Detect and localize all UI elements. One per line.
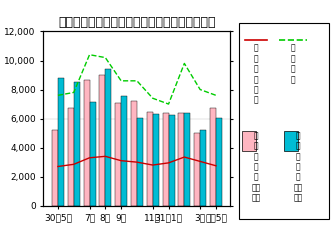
Bar (169, 115, 175, 206)
Bar (194, 133, 200, 206)
Bar (74, 82, 80, 206)
Bar (137, 118, 143, 206)
Bar (153, 114, 159, 206)
Bar (105, 69, 111, 206)
Bar (216, 118, 222, 206)
Text: 発
電
実
績: 発 電 実 績 (291, 44, 296, 84)
Bar (52, 130, 58, 206)
Text: 電
力
需
要
実
績: 電 力 需 要 実 績 (254, 44, 258, 105)
Bar (163, 113, 169, 206)
Text: 前
年
同
月
比
（需
要）: 前 年 同 月 比 （需 要） (251, 131, 261, 203)
Bar (242, 131, 256, 151)
Bar (210, 108, 216, 206)
Bar (115, 103, 121, 206)
Bar (131, 101, 137, 206)
Bar (99, 75, 105, 206)
Bar (68, 108, 74, 206)
FancyBboxPatch shape (239, 23, 329, 219)
Bar (84, 80, 90, 206)
Bar (121, 96, 127, 206)
Title: 電力需要実績・発電実績及び前年同月比の推移: 電力需要実績・発電実績及び前年同月比の推移 (58, 16, 216, 29)
Text: 前
年
同
月
比
（発
電）: 前 年 同 月 比 （発 電） (293, 131, 303, 203)
Bar (147, 112, 153, 206)
Y-axis label: （％）: （％） (266, 119, 282, 128)
Bar (200, 130, 206, 206)
Bar (90, 102, 96, 206)
Bar (58, 78, 64, 206)
Bar (178, 113, 184, 206)
Bar (184, 113, 190, 206)
Bar (284, 131, 298, 151)
